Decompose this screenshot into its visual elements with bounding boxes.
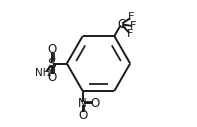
Text: S: S	[47, 57, 56, 70]
Text: 2: 2	[46, 69, 51, 78]
Text: O: O	[47, 43, 57, 57]
Text: N: N	[78, 97, 87, 110]
Text: F: F	[128, 12, 135, 22]
Text: NH: NH	[35, 68, 51, 78]
Text: C: C	[117, 18, 125, 31]
Text: O: O	[90, 97, 99, 110]
Text: F: F	[130, 21, 136, 31]
Text: F: F	[127, 29, 134, 39]
Text: O: O	[47, 70, 57, 84]
Text: O: O	[78, 109, 87, 122]
